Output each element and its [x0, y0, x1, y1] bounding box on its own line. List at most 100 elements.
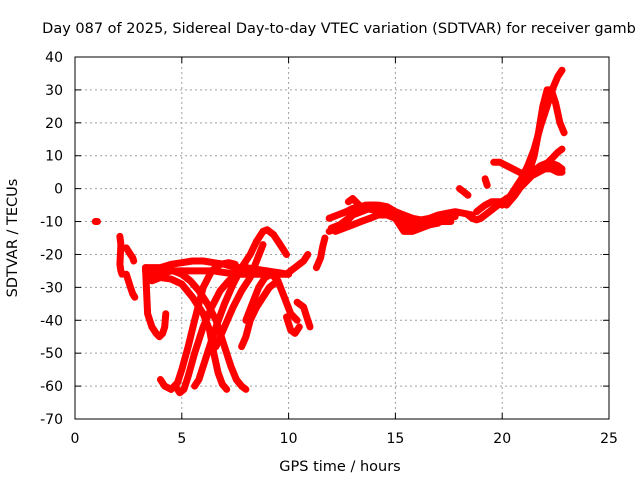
data-point: [242, 386, 249, 393]
data-point: [144, 310, 151, 317]
data-point: [117, 241, 124, 248]
data-point: [242, 269, 249, 276]
data-series-15: [242, 270, 301, 324]
data-point: [249, 300, 256, 307]
data-point: [465, 192, 472, 199]
data-point: [247, 274, 254, 281]
series-trace: [312, 234, 329, 272]
data-point: [210, 259, 217, 266]
data-point: [195, 376, 202, 383]
data-point: [268, 271, 275, 278]
data-point: [460, 188, 467, 195]
data-point: [304, 251, 311, 258]
x-tick-label: 25: [600, 431, 618, 447]
data-marks: [91, 66, 568, 397]
data-point: [148, 323, 155, 330]
data-point: [189, 294, 196, 301]
data-series-31: [481, 175, 491, 189]
data-point: [127, 284, 134, 291]
grid-lines: [75, 57, 609, 419]
data-point: [379, 205, 386, 212]
data-point: [294, 299, 301, 306]
data-point: [281, 294, 288, 301]
y-tick-label: -70: [40, 412, 63, 428]
data-point: [191, 317, 198, 324]
data-point: [469, 215, 476, 222]
data-series-4: [122, 270, 139, 301]
data-point: [200, 323, 207, 330]
data-point: [204, 300, 211, 307]
data-point: [554, 73, 561, 80]
data-point: [200, 258, 207, 265]
data-point: [217, 261, 224, 268]
data-point: [221, 269, 228, 276]
data-point: [255, 284, 262, 291]
data-point: [452, 213, 459, 220]
data-point: [144, 274, 151, 281]
data-point: [178, 259, 185, 266]
data-point: [426, 221, 433, 228]
data-point: [223, 386, 230, 393]
data-point: [473, 216, 480, 223]
data-point: [189, 267, 196, 274]
y-tick-label: -40: [40, 313, 63, 329]
data-series-3: [122, 244, 138, 265]
data-point: [210, 350, 217, 357]
data-point: [287, 310, 294, 317]
y-tick-label: -20: [40, 247, 63, 263]
data-point: [217, 287, 224, 294]
y-tick-label: 30: [45, 83, 63, 99]
data-point: [130, 258, 137, 265]
data-point: [191, 383, 198, 390]
data-series-29: [498, 66, 566, 209]
data-point: [161, 383, 168, 390]
data-point: [233, 376, 240, 383]
data-point: [409, 215, 416, 222]
data-point: [200, 267, 207, 274]
series-trace: [191, 226, 290, 390]
data-point: [221, 343, 228, 350]
series-trace: [498, 66, 566, 209]
data-series-24: [344, 195, 387, 214]
data-point: [529, 169, 536, 176]
data-point: [185, 373, 192, 380]
data-series-9: [148, 274, 231, 393]
data-point: [486, 208, 493, 215]
data-point: [341, 225, 348, 232]
data-point: [490, 205, 497, 212]
data-point: [531, 146, 538, 153]
data-point: [473, 208, 480, 215]
y-tick-label: -50: [40, 346, 63, 362]
data-point: [208, 267, 215, 274]
data-series-12: [191, 226, 290, 390]
series-trace: [473, 86, 568, 216]
data-point: [482, 202, 489, 209]
data-point: [168, 276, 175, 283]
data-point: [253, 238, 260, 245]
data-series-13: [212, 241, 267, 351]
data-point: [125, 248, 132, 255]
data-point: [477, 205, 484, 212]
data-point: [230, 304, 237, 311]
data-point: [219, 381, 226, 388]
data-point: [221, 300, 228, 307]
data-point: [283, 313, 290, 320]
data-point: [512, 192, 519, 199]
data-series-2: [116, 232, 126, 278]
data-point: [447, 218, 454, 225]
data-point: [161, 267, 168, 274]
data-point: [392, 215, 399, 222]
data-point: [349, 195, 356, 202]
data-point: [296, 261, 303, 268]
x-tick-label: 20: [493, 431, 511, 447]
data-point: [287, 327, 294, 334]
data-point: [242, 317, 249, 324]
data-point: [168, 261, 175, 268]
data-point: [274, 277, 281, 284]
data-point: [326, 215, 333, 222]
data-point: [178, 366, 185, 373]
data-point: [262, 274, 269, 281]
data-point: [264, 226, 271, 233]
data-point: [546, 96, 553, 103]
data-point: [561, 129, 568, 136]
